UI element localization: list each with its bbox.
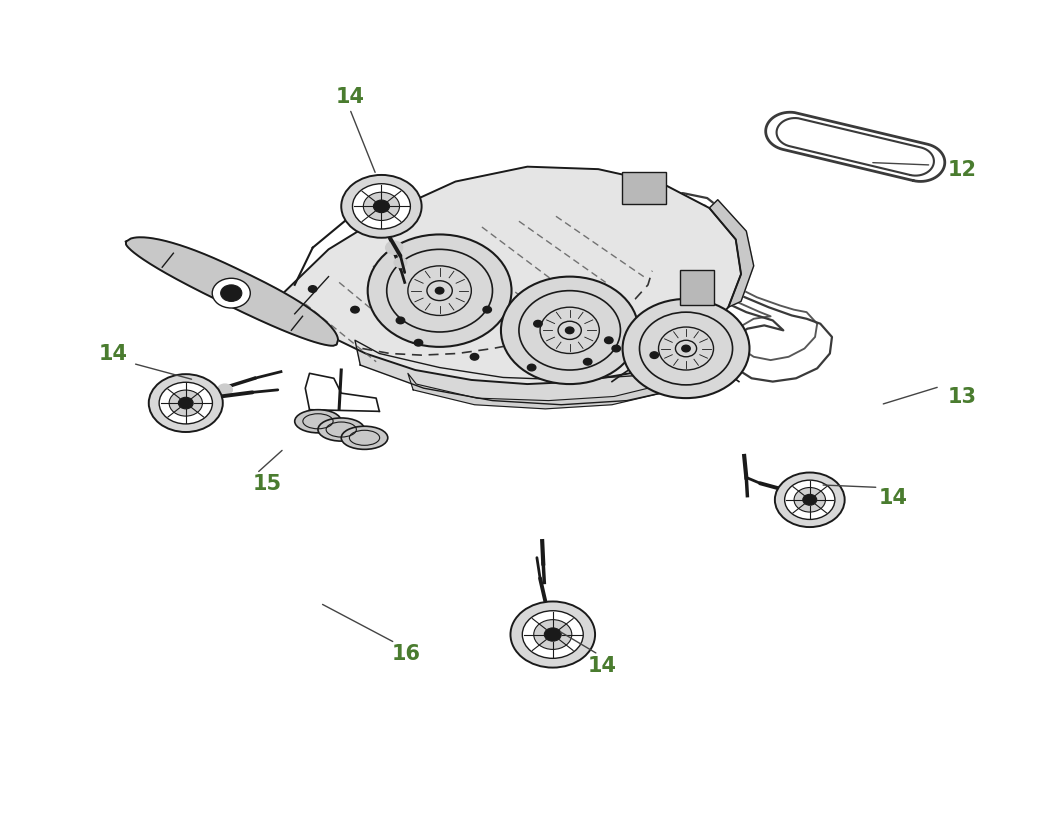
Circle shape — [522, 611, 584, 658]
Circle shape — [510, 602, 595, 667]
Circle shape — [385, 241, 402, 255]
Circle shape — [544, 629, 561, 642]
Circle shape — [374, 201, 390, 213]
Polygon shape — [263, 306, 321, 339]
Circle shape — [775, 473, 845, 528]
Circle shape — [363, 193, 399, 221]
Circle shape — [682, 346, 690, 352]
Circle shape — [605, 337, 613, 344]
Circle shape — [650, 352, 659, 359]
Circle shape — [785, 480, 834, 520]
Polygon shape — [126, 238, 338, 347]
Text: 14: 14 — [336, 88, 364, 108]
Text: 14: 14 — [588, 655, 616, 676]
Circle shape — [803, 495, 816, 505]
Text: 12: 12 — [947, 160, 976, 180]
Circle shape — [794, 488, 825, 513]
Polygon shape — [355, 341, 718, 405]
Circle shape — [584, 359, 592, 366]
Circle shape — [212, 279, 250, 308]
Bar — [680, 270, 714, 305]
Ellipse shape — [294, 410, 341, 433]
Ellipse shape — [318, 418, 364, 442]
Ellipse shape — [341, 427, 388, 450]
Circle shape — [308, 286, 317, 293]
Circle shape — [169, 390, 202, 417]
Circle shape — [351, 307, 359, 313]
Polygon shape — [270, 167, 741, 385]
Circle shape — [217, 385, 232, 396]
Text: 15: 15 — [252, 474, 282, 494]
Circle shape — [483, 307, 491, 313]
Circle shape — [501, 277, 639, 385]
Circle shape — [566, 327, 574, 334]
Circle shape — [527, 365, 536, 371]
Text: 13: 13 — [947, 387, 976, 407]
Circle shape — [148, 375, 222, 433]
Circle shape — [220, 285, 241, 302]
Circle shape — [341, 175, 421, 238]
Circle shape — [353, 184, 411, 230]
Circle shape — [534, 321, 542, 327]
Circle shape — [394, 258, 407, 268]
Polygon shape — [710, 200, 754, 308]
Bar — [622, 173, 666, 204]
Text: 14: 14 — [98, 344, 127, 364]
Polygon shape — [633, 194, 832, 382]
Circle shape — [367, 235, 511, 347]
Text: 16: 16 — [392, 643, 421, 663]
Circle shape — [396, 318, 405, 324]
Circle shape — [470, 354, 479, 361]
Text: 14: 14 — [879, 488, 908, 508]
Circle shape — [623, 299, 750, 399]
Circle shape — [612, 346, 621, 352]
Circle shape — [178, 398, 193, 409]
Circle shape — [159, 383, 213, 424]
Circle shape — [534, 620, 572, 650]
Polygon shape — [408, 374, 678, 409]
Circle shape — [435, 288, 444, 294]
Circle shape — [414, 340, 423, 347]
